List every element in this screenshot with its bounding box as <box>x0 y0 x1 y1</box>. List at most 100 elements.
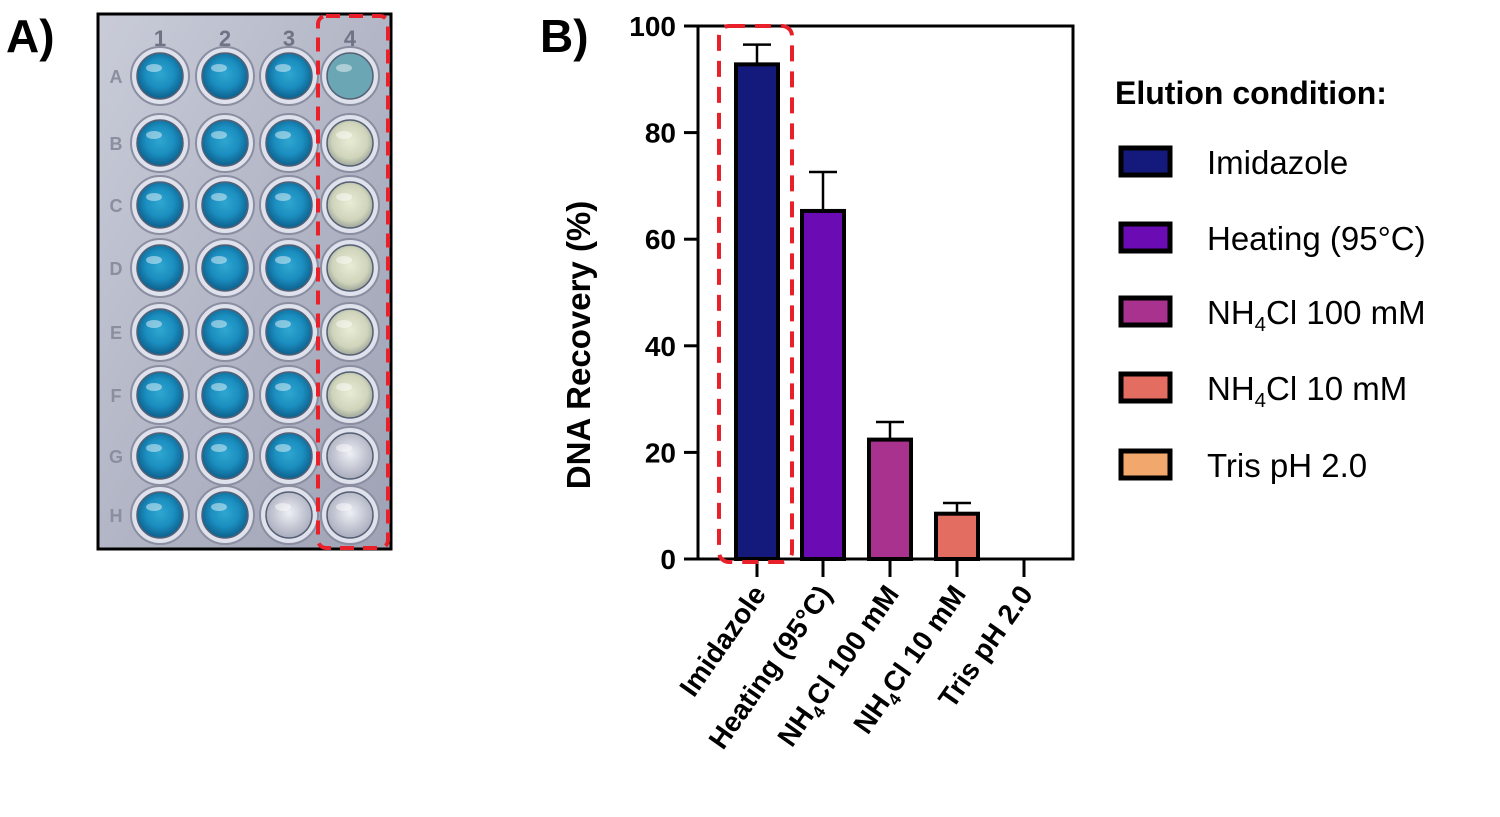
bar-3 <box>934 511 980 562</box>
panel-a: A) 1 2 3 4 A B C D E F G H <box>6 10 393 551</box>
label-subscript: 4 <box>1255 389 1266 412</box>
y-tick-label: 60 <box>645 224 676 255</box>
plate-row-label: B <box>110 134 123 154</box>
plate-well <box>259 302 319 362</box>
plate-well <box>259 175 319 235</box>
plate-well <box>195 238 255 298</box>
highlight-bar-box <box>717 24 794 564</box>
plot-frame <box>696 24 1075 561</box>
plate-row-labels: A B C D E F G H <box>109 67 123 526</box>
legend-label: Heating (95°C) <box>1207 220 1426 257</box>
plate-well <box>130 365 190 425</box>
plate-well <box>130 113 190 173</box>
plate-well <box>130 46 190 106</box>
label-text: NH <box>1207 370 1255 407</box>
legend-title: Elution condition: <box>1115 75 1387 111</box>
plate-well <box>320 238 380 298</box>
y-tick-label: 40 <box>645 331 676 362</box>
plate-well <box>130 302 190 362</box>
plate-row-label: E <box>110 323 122 343</box>
panel-b-label: B) <box>540 10 589 62</box>
legend-label: Imidazole <box>1207 144 1348 181</box>
label-text: Cl 10 mM <box>1266 370 1407 407</box>
label-text: Cl 100 mM <box>1266 294 1426 331</box>
label-text: Tris pH 2.0 <box>1207 447 1367 484</box>
label-text: Imidazole <box>1207 144 1348 181</box>
plate-well <box>195 175 255 235</box>
y-axis-title: DNA Recovery (%) <box>560 201 597 490</box>
error-bars <box>743 43 971 514</box>
bar-1 <box>800 208 846 562</box>
legend-entry: NH4Cl 10 mM <box>1118 370 1407 412</box>
y-axis-ticks: 0 20 40 60 80 100 <box>629 11 698 575</box>
plate-column-label: 4 <box>344 26 357 51</box>
legend-entry: Tris pH 2.0 <box>1118 447 1367 484</box>
x-axis-ticks <box>755 559 1026 577</box>
plate-row-label: D <box>110 259 123 279</box>
plate-well <box>195 46 255 106</box>
legend-label: NH4Cl 10 mM <box>1207 370 1407 412</box>
plate-well <box>259 485 319 545</box>
legend-entry: Imidazole <box>1118 144 1348 181</box>
label-text: Heating (95°C) <box>1207 220 1426 257</box>
legend-entry: NH4Cl 100 mM <box>1118 294 1426 336</box>
bar-2 <box>867 437 913 561</box>
error-bar <box>943 501 971 514</box>
error-bar <box>809 170 837 211</box>
plate-column-labels: 1 2 3 4 <box>154 26 357 51</box>
legend-swatch <box>1118 295 1173 328</box>
highlight-column-box <box>316 14 390 550</box>
plate-well <box>320 365 380 425</box>
plate-well <box>259 365 319 425</box>
error-bar <box>876 420 904 440</box>
legend-label: NH4Cl 100 mM <box>1207 294 1426 336</box>
plate-well <box>195 365 255 425</box>
label-text: NH <box>1207 294 1255 331</box>
plate-well <box>320 113 380 173</box>
plate-well <box>320 175 380 235</box>
plate-well <box>320 485 380 545</box>
y-tick-label: 80 <box>645 118 676 149</box>
plate-column-label: 2 <box>219 26 231 51</box>
legend-swatch <box>1118 371 1173 404</box>
plate-column-label: 3 <box>283 26 295 51</box>
plate-row-label: F <box>111 386 122 406</box>
label-subscript: 4 <box>1255 313 1266 336</box>
plate-well <box>130 238 190 298</box>
plate-well <box>259 238 319 298</box>
panel-a-label: A) <box>6 10 55 62</box>
plate-row-label: C <box>110 196 123 216</box>
bar-0 <box>734 62 780 561</box>
plate-well <box>320 302 380 362</box>
plate-column-label: 1 <box>154 26 166 51</box>
legend-swatch <box>1118 221 1173 254</box>
plate-well <box>259 426 319 486</box>
plate-well <box>130 485 190 545</box>
plate-row-label: A <box>110 67 123 87</box>
plate-well <box>320 46 380 106</box>
plate-well <box>195 113 255 173</box>
y-tick-label: 0 <box>660 544 676 575</box>
y-tick-label: 20 <box>645 437 676 468</box>
plate-well <box>259 46 319 106</box>
panel-b: B) DNA Recovery (%) 0 20 40 60 80 100 Imidazo… <box>540 10 1075 755</box>
plate-well <box>320 426 380 486</box>
plate-well <box>259 113 319 173</box>
bars <box>734 62 980 562</box>
plate-row-label: G <box>109 447 123 467</box>
y-tick-label: 100 <box>629 11 676 42</box>
legend-label: Tris pH 2.0 <box>1207 447 1367 484</box>
plate-well <box>130 175 190 235</box>
legend-entry: Heating (95°C) <box>1118 220 1426 257</box>
error-bar <box>743 43 771 65</box>
plate-well <box>195 485 255 545</box>
plate-well <box>130 426 190 486</box>
plate-well <box>195 426 255 486</box>
plate-well <box>195 302 255 362</box>
plate-row-label: H <box>110 506 123 526</box>
legend-swatch <box>1118 145 1173 178</box>
plate-wells <box>130 46 380 545</box>
